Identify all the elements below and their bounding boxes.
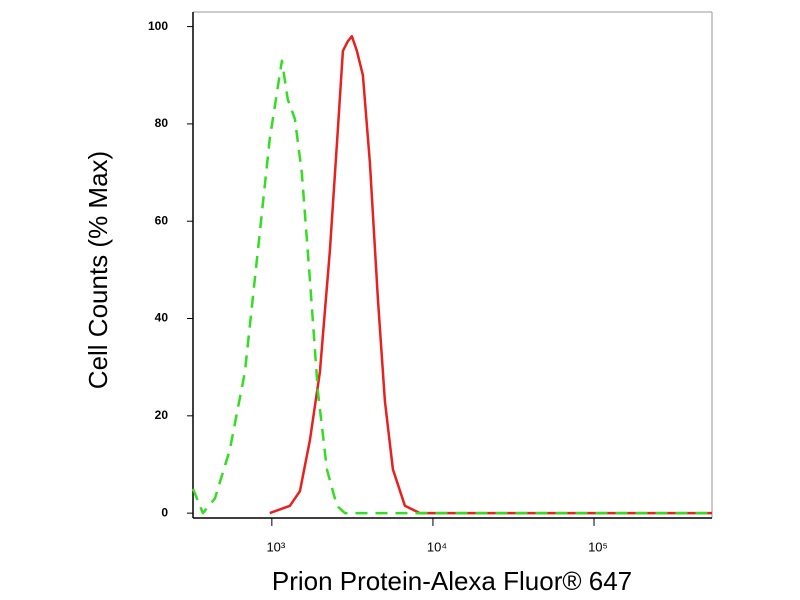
y-tick-label: 80 [155, 116, 169, 130]
x-tick-label: 10³ [266, 539, 285, 554]
y-tick-label: 20 [155, 408, 169, 422]
x-tick-label: 10⁴ [427, 539, 447, 554]
y-tick-label: 60 [155, 213, 169, 227]
series-line [269, 35, 712, 515]
x-tick-label: 10⁵ [588, 539, 608, 554]
y-axis-label: Cell Counts (% Max) [83, 151, 113, 389]
y-tick-label: 0 [161, 505, 168, 519]
x-axis-label: Prion Protein-Alexa Fluor® 647 [272, 566, 632, 596]
y-tick-label: 40 [155, 311, 169, 325]
series-line [191, 59, 712, 515]
y-tick-label: 100 [148, 19, 168, 33]
